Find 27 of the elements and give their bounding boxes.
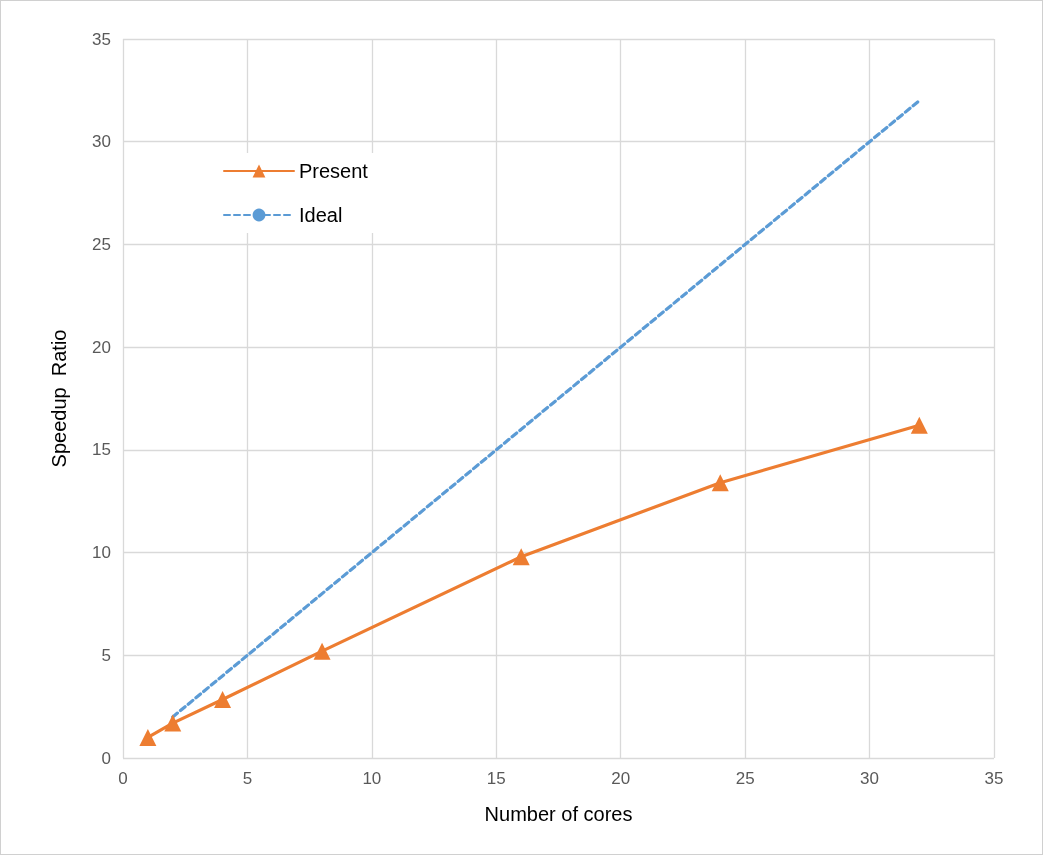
legend-label: Present	[299, 160, 369, 182]
x-tick-label: 35	[984, 769, 1004, 788]
y-tick-label: 30	[92, 132, 111, 152]
x-axis-title: Number of cores	[484, 803, 633, 825]
point	[214, 690, 232, 708]
legend-label: Ideal	[299, 204, 343, 226]
y-tick-label: 15	[92, 440, 111, 460]
point	[313, 642, 331, 660]
y-tick-label: 20	[92, 337, 111, 357]
x-tick-label: 0	[118, 769, 128, 788]
point	[164, 714, 182, 732]
y-tick-label: 5	[101, 645, 111, 665]
x-tick-label: 25	[735, 769, 755, 788]
point	[910, 416, 928, 434]
x-tick-label: 15	[486, 769, 506, 788]
y-axis-title: Speedup Ratio	[48, 329, 70, 468]
point	[139, 728, 157, 746]
point	[711, 474, 729, 492]
y-tick-label: 25	[92, 234, 111, 254]
y-tick-label: 10	[92, 543, 111, 563]
point	[512, 548, 530, 566]
y-tick-label: 0	[101, 748, 111, 768]
y-tick-label: 35	[92, 29, 111, 49]
x-tick-label: 10	[362, 769, 382, 788]
x-tick-label: 30	[860, 769, 880, 788]
x-tick-label: 20	[611, 769, 631, 788]
x-tick-label: 5	[242, 769, 253, 788]
